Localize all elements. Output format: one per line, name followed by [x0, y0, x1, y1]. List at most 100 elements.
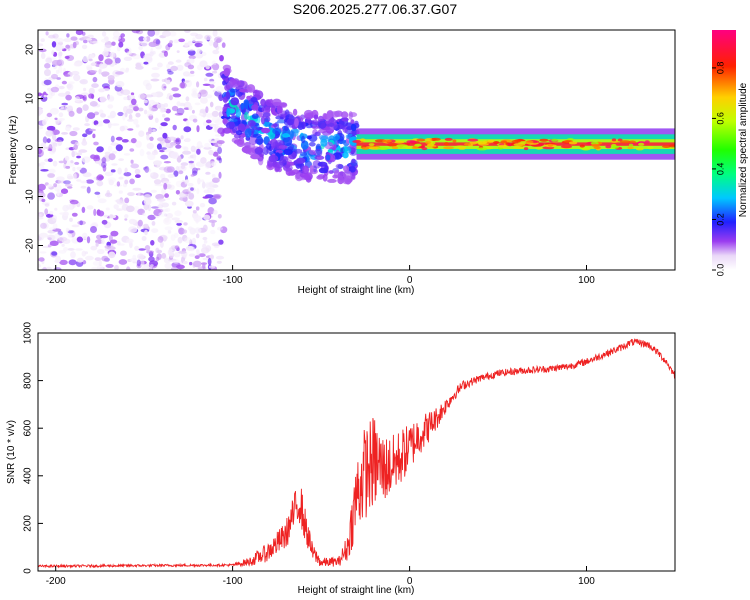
- heat-cell: [47, 237, 52, 241]
- heat-cell: [94, 191, 101, 195]
- heat-cell: [145, 36, 151, 42]
- heat-cell: [229, 88, 238, 93]
- heat-cell: [81, 31, 86, 36]
- heat-cell: [164, 117, 170, 122]
- heat-cell: [243, 99, 249, 107]
- heat-cell: [193, 153, 197, 161]
- heat-cell: [547, 143, 553, 147]
- heat-cell: [108, 251, 116, 259]
- heat-cell: [150, 172, 154, 176]
- heat-cell: [39, 161, 46, 166]
- spectrogram-frame: [37, 29, 676, 271]
- y-tick-label: 0: [25, 144, 36, 150]
- heat-cell: [191, 237, 196, 245]
- heat-cell: [67, 248, 75, 251]
- heat-cell: [38, 257, 45, 262]
- heat-cell: [246, 95, 251, 100]
- heat-cell: [208, 149, 214, 156]
- heat-cell: [67, 230, 74, 234]
- heat-cell: [169, 31, 177, 37]
- heat-cell: [180, 82, 186, 89]
- heat-cell: [138, 40, 142, 46]
- heat-cell: [179, 82, 187, 89]
- heat-cell: [283, 148, 293, 155]
- heat-cell: [154, 117, 159, 124]
- heat-cell: [493, 141, 500, 144]
- colorbar-ticks: 0.0 0.2 0.4 0.6 0.8: [712, 62, 725, 276]
- heat-cell: [127, 118, 134, 122]
- heat-cell: [132, 254, 137, 261]
- heat-cell: [200, 89, 208, 98]
- heat-cell: [47, 148, 53, 151]
- heat-cell: [180, 135, 184, 140]
- heat-cell: [51, 50, 55, 55]
- heat-cell: [184, 237, 192, 244]
- heat-cell: [208, 39, 214, 47]
- heat-cell: [126, 238, 134, 244]
- heat-cell: [58, 236, 68, 242]
- heat-cell: [500, 140, 508, 144]
- heat-cell: [202, 243, 207, 249]
- heat-cell: [103, 214, 109, 218]
- heat-cell: [163, 182, 168, 190]
- heat-cell: [124, 167, 128, 173]
- heat-cell: [91, 266, 101, 270]
- heat-cell: [322, 173, 328, 182]
- heat-cell: [406, 140, 417, 144]
- heat-cell: [212, 177, 220, 183]
- heat-cell: [272, 128, 282, 135]
- heat-cell: [172, 259, 180, 264]
- heat-cell: [286, 118, 294, 126]
- heat-cell: [71, 70, 80, 76]
- heat-cell: [187, 40, 194, 46]
- heat-cell: [184, 137, 191, 143]
- heat-cell: [107, 104, 114, 109]
- heat-cell: [644, 140, 650, 144]
- heat-cell: [40, 169, 49, 172]
- heat-cell: [41, 198, 46, 203]
- heat-cell: [124, 214, 129, 219]
- heat-cell: [266, 148, 271, 154]
- heat-cell: [166, 213, 174, 219]
- heat-cell: [174, 210, 182, 217]
- heat-cell: [121, 139, 129, 143]
- heat-cell: [47, 173, 55, 178]
- heat-cell: [143, 197, 152, 206]
- heat-cell: [293, 148, 303, 154]
- heat-cell: [164, 262, 172, 269]
- heat-cell: [160, 147, 167, 150]
- heat-cell: [214, 134, 221, 137]
- heat-cell: [292, 108, 298, 116]
- heat-cell: [73, 173, 77, 180]
- heat-cell: [289, 130, 294, 140]
- heat-cell: [118, 190, 123, 194]
- heat-cell: [250, 96, 258, 103]
- heat-cell: [218, 157, 222, 164]
- heat-cell: [157, 236, 164, 243]
- heat-cell: [251, 104, 259, 111]
- heat-cell: [126, 108, 134, 114]
- heat-cell: [148, 266, 153, 270]
- colorbar-label: Normalized spectral amplitude: [738, 82, 749, 217]
- heat-cell: [190, 145, 196, 152]
- heat-cell: [208, 219, 217, 223]
- heat-cell: [80, 180, 88, 184]
- heat-cell: [464, 142, 471, 146]
- heat-cell: [218, 111, 223, 118]
- heat-cell: [167, 230, 172, 234]
- heat-cell: [47, 244, 52, 248]
- heat-cell: [195, 34, 203, 40]
- heat-cell: [628, 143, 634, 147]
- heat-cell: [195, 249, 200, 253]
- heat-cell: [144, 94, 154, 98]
- heat-cell: [45, 266, 52, 270]
- spectrogram-x-axis: -200 -100 0 100: [46, 265, 595, 286]
- heat-cell: [414, 143, 422, 147]
- heat-cell: [130, 163, 139, 169]
- heat-cell: [382, 139, 393, 143]
- heat-cell: [199, 60, 208, 68]
- heat-cell: [173, 170, 179, 177]
- heat-cell: [108, 153, 116, 161]
- heat-cell: [192, 260, 202, 268]
- heat-cell: [60, 188, 69, 194]
